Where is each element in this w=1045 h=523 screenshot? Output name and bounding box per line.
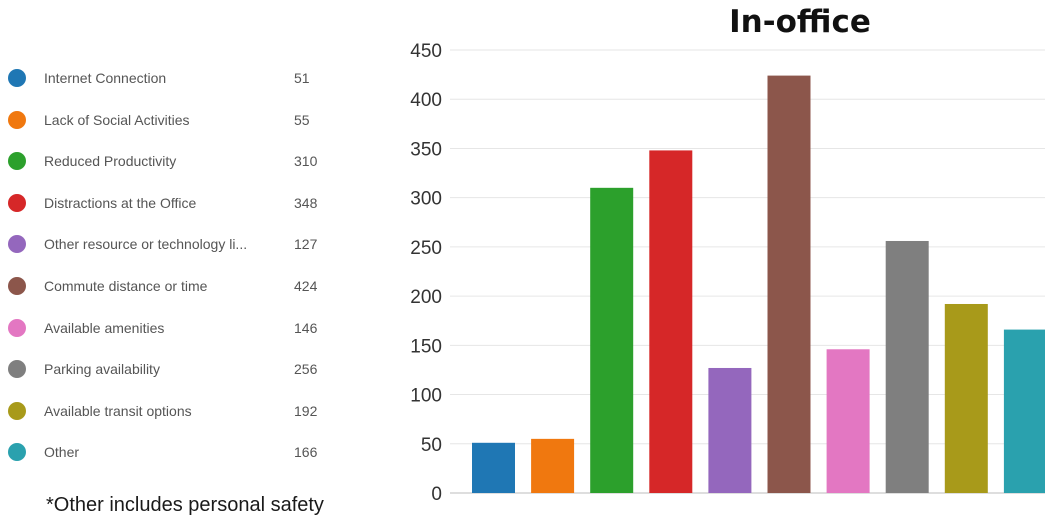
y-tick-label: 450 — [410, 41, 442, 62]
legend-value: 166 — [294, 444, 318, 461]
legend-item: Other 166 — [8, 441, 328, 463]
y-tick-label: 200 — [410, 287, 442, 308]
bar — [472, 442, 515, 493]
bar — [885, 240, 929, 493]
bar — [767, 75, 811, 493]
y-tick-label: 50 — [421, 435, 442, 456]
legend-label: Commute distance or time — [44, 278, 208, 294]
bar — [826, 349, 870, 493]
legend-label: Internet Connection — [44, 70, 167, 86]
chart-title: In-office — [729, 4, 871, 40]
legend-label: Available transit options — [44, 402, 192, 419]
bar — [649, 150, 693, 493]
legend-color-swatch — [8, 443, 26, 462]
legend-value: 310 — [294, 153, 318, 170]
legend-label: Other — [44, 444, 80, 461]
y-tick-label: 400 — [410, 90, 442, 111]
legend-label: Other resource or technology li... — [44, 236, 248, 253]
legend-color-swatch — [8, 110, 26, 129]
legend-value: 51 — [294, 70, 310, 86]
bar — [531, 438, 575, 493]
legend-item: Internet Connection 51 — [8, 67, 328, 89]
legend-color-swatch — [8, 401, 26, 420]
legend-label: Available amenities — [44, 319, 165, 336]
legend-label: Parking availability — [44, 361, 160, 378]
bar — [1003, 329, 1045, 493]
chart-legend: Internet Connection 51 Lack of Social Acti… — [0, 0, 340, 523]
legend-item: Commute distance or time 424 — [8, 275, 328, 297]
bar — [590, 187, 634, 494]
legend-color-swatch — [8, 69, 26, 87]
legend-item: Available amenities 146 — [8, 317, 328, 339]
legend-color-swatch — [8, 235, 26, 254]
legend-item: Distractions at the Office 348 — [8, 192, 328, 214]
legend-item: Reduced Productivity 310 — [8, 150, 328, 172]
legend-value: 55 — [294, 111, 310, 128]
legend-value: 192 — [294, 402, 318, 419]
y-tick-label: 100 — [410, 386, 442, 407]
legend-color-swatch — [8, 318, 26, 337]
legend-item: Parking availability 256 — [8, 358, 328, 380]
legend-color-swatch — [8, 277, 26, 295]
footnote: *Other includes personal safety — [46, 494, 324, 516]
legend-item: Lack of Social Activities 55 — [8, 109, 328, 131]
bar — [944, 303, 988, 493]
legend-value: 146 — [294, 319, 318, 336]
bar-chart: 0 50 100 150 200 250 300 350 400 450 — [410, 41, 1045, 500]
legend-value: 424 — [294, 278, 318, 294]
legend-color-swatch — [8, 152, 26, 171]
bar — [708, 367, 752, 493]
legend-color-swatch — [8, 360, 26, 379]
y-tick-label: 250 — [410, 238, 442, 259]
legend-item: Available transit options 192 — [8, 400, 328, 422]
legend-label: Distractions at the Office — [44, 194, 197, 211]
y-tick-label: 300 — [410, 189, 442, 210]
legend-label: Lack of Social Activities — [44, 111, 190, 128]
y-tick-label: 350 — [410, 139, 442, 160]
legend-value: 127 — [294, 236, 318, 253]
y-tick-label: 0 — [431, 484, 442, 500]
legend-value: 348 — [294, 194, 318, 211]
legend-value: 256 — [294, 361, 318, 378]
y-tick-label: 150 — [410, 336, 442, 357]
legend-label: Reduced Productivity — [44, 153, 177, 170]
legend-item: Other resource or technology li... 127 — [8, 233, 328, 255]
legend-color-swatch — [8, 193, 26, 212]
